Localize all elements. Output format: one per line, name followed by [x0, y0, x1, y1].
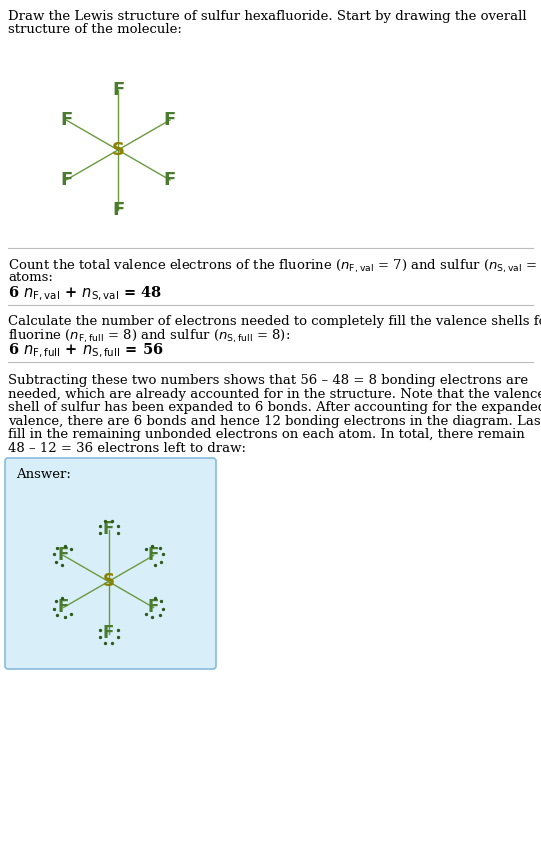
- Text: 6 $n_{\rm F,full}$ + $n_{\rm S,full}$ = 56: 6 $n_{\rm F,full}$ + $n_{\rm S,full}$ = …: [8, 342, 163, 360]
- Text: F: F: [164, 111, 176, 129]
- Text: fluorine ($n_{\rm F,full}$ = 8) and sulfur ($n_{\rm S,full}$ = 8):: fluorine ($n_{\rm F,full}$ = 8) and sulf…: [8, 328, 290, 345]
- Text: F: F: [103, 520, 114, 539]
- Text: F: F: [112, 81, 124, 99]
- Text: needed, which are already accounted for in the structure. Note that the valence: needed, which are already accounted for …: [8, 388, 541, 400]
- Text: F: F: [148, 598, 159, 616]
- Text: F: F: [58, 598, 69, 616]
- Text: Calculate the number of electrons needed to completely fill the valence shells f: Calculate the number of electrons needed…: [8, 315, 541, 328]
- Text: F: F: [148, 547, 159, 564]
- Text: Count the total valence electrons of the fluorine ($n_{\rm F,val}$ = 7) and sulf: Count the total valence electrons of the…: [8, 258, 541, 275]
- Text: F: F: [112, 201, 124, 219]
- Text: 48 – 12 = 36 electrons left to draw:: 48 – 12 = 36 electrons left to draw:: [8, 441, 246, 455]
- Text: F: F: [103, 625, 114, 643]
- Text: S: S: [111, 141, 124, 159]
- Text: Subtracting these two numbers shows that 56 – 48 = 8 bonding electrons are: Subtracting these two numbers shows that…: [8, 374, 528, 387]
- Text: atoms:: atoms:: [8, 271, 53, 284]
- Text: F: F: [60, 171, 72, 189]
- Text: F: F: [58, 547, 69, 564]
- Text: 6 $n_{\rm F,val}$ + $n_{\rm S,val}$ = 48: 6 $n_{\rm F,val}$ + $n_{\rm S,val}$ = 48: [8, 285, 162, 303]
- Text: valence, there are 6 bonds and hence 12 bonding electrons in the diagram. Lastly: valence, there are 6 bonds and hence 12 …: [8, 415, 541, 428]
- Text: structure of the molecule:: structure of the molecule:: [8, 23, 182, 36]
- Text: S: S: [102, 573, 115, 591]
- Text: F: F: [164, 171, 176, 189]
- Text: F: F: [60, 111, 72, 129]
- Text: fill in the remaining unbonded electrons on each atom. In total, there remain: fill in the remaining unbonded electrons…: [8, 428, 525, 441]
- Text: shell of sulfur has been expanded to 6 bonds. After accounting for the expanded: shell of sulfur has been expanded to 6 b…: [8, 401, 541, 414]
- Text: Draw the Lewis structure of sulfur hexafluoride. Start by drawing the overall: Draw the Lewis structure of sulfur hexaf…: [8, 10, 526, 23]
- Text: Answer:: Answer:: [16, 468, 71, 481]
- FancyBboxPatch shape: [5, 458, 216, 669]
